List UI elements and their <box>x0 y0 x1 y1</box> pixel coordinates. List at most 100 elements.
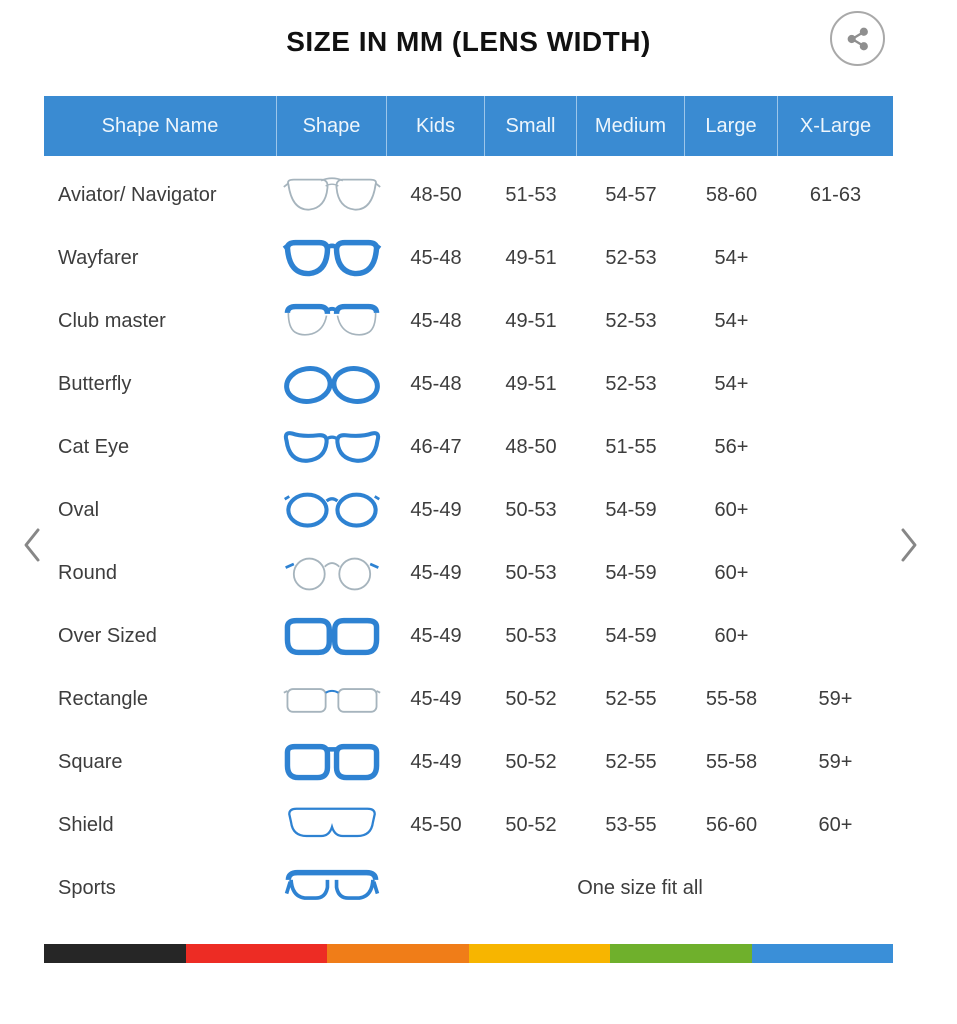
shape-name-cell: Shield <box>58 814 114 836</box>
size-table: Shape Name Shape Kids Small Medium Large X-Lar… <box>44 96 893 920</box>
carousel-next-button[interactable] <box>891 521 927 569</box>
shape-name-cell: Rectangle <box>58 688 149 710</box>
size-cell: 52-55 <box>605 688 657 710</box>
rectangle-glasses-icon <box>277 677 387 723</box>
column-header-shape-name: Shape Name <box>44 96 277 156</box>
column-header-small: Small <box>485 96 577 156</box>
size-cell: 45-48 <box>410 373 462 395</box>
shape-name-cell: Wayfarer <box>58 247 139 269</box>
size-cell: 51-53 <box>505 184 557 206</box>
size-cell: 48-50 <box>410 184 462 206</box>
size-cell: 52-53 <box>605 373 657 395</box>
aviator-glasses-icon <box>277 173 387 219</box>
shape-name-cell: Square <box>58 751 123 773</box>
shape-name-cell: Cat Eye <box>58 436 130 458</box>
table-body: Aviator/ Navigator 48-50 51-53 54-57 58-60 6… <box>44 164 893 920</box>
size-cell: 59+ <box>818 751 853 773</box>
footer-color-segment <box>44 944 186 963</box>
shape-name-cell: Sports <box>58 877 116 899</box>
cateye-glasses-icon <box>277 425 387 471</box>
size-cell: 45-49 <box>410 499 462 521</box>
column-header-shape: Shape <box>277 96 387 156</box>
size-cell: 50-53 <box>505 562 557 584</box>
size-cell: 59+ <box>818 688 853 710</box>
size-cell: 61-63 <box>809 184 862 206</box>
square-glasses-icon <box>277 740 387 786</box>
column-header-x-large: X-Large <box>799 115 872 137</box>
table-row: Wayfarer 45-48 49-51 52-53 54+ <box>44 227 893 290</box>
chevron-right-icon <box>901 528 917 562</box>
clubmaster-glasses-icon <box>277 299 387 345</box>
size-cell: 60+ <box>818 814 853 836</box>
butterfly-glasses-icon <box>277 362 387 408</box>
table-row: Oval 45-49 50-53 54-59 60+ <box>44 479 893 542</box>
size-cell: 52-55 <box>605 751 657 773</box>
size-cell: 52-53 <box>605 310 657 332</box>
footer-color-segment <box>468 944 610 963</box>
size-cell: 50-52 <box>505 688 557 710</box>
one-size-cell: One size fit all <box>577 877 703 899</box>
shield-glasses-icon <box>277 803 387 849</box>
size-cell: 55-58 <box>705 688 758 710</box>
column-header-medium: Medium <box>577 96 685 156</box>
size-cell: 49-51 <box>505 373 557 395</box>
size-cell: 54+ <box>714 247 749 269</box>
footer-color-segment <box>610 944 752 963</box>
table-row: Shield 45-50 50-52 53-55 56-60 60+ <box>44 794 893 857</box>
header-area: SIZE IN MM (LENS WIDTH) <box>44 0 893 96</box>
oval-glasses-icon <box>277 488 387 534</box>
table-header-row: Shape Name Shape Kids Small Medium Large X-Lar… <box>44 96 893 156</box>
sports-glasses-icon <box>277 866 387 912</box>
size-cell: 56-60 <box>705 814 758 836</box>
shape-name-cell: Butterfly <box>58 373 132 395</box>
size-cell: 45-49 <box>410 751 462 773</box>
wayfarer-glasses-icon <box>277 236 387 282</box>
size-cell: 60+ <box>714 625 749 647</box>
size-cell: 45-48 <box>410 310 462 332</box>
footer-color-segment <box>327 944 469 963</box>
oversized-glasses-icon <box>277 614 387 660</box>
carousel-prev-button[interactable] <box>14 521 50 569</box>
shape-name-cell: Aviator/ Navigator <box>58 184 217 206</box>
size-cell: 54-59 <box>605 562 657 584</box>
table-row: Over Sized 45-49 50-53 54-59 60+ <box>44 605 893 668</box>
size-cell: 54-57 <box>605 184 657 206</box>
share-button[interactable] <box>830 11 885 66</box>
table-row: Rectangle 45-49 50-52 52-55 55-58 59+ <box>44 668 893 731</box>
round-glasses-icon <box>277 551 387 597</box>
size-cell: 50-52 <box>505 814 557 836</box>
size-cell: 45-49 <box>410 562 462 584</box>
size-cell: 45-50 <box>410 814 462 836</box>
table-row: Sports One size fit all <box>44 857 893 920</box>
column-header-large: Large <box>685 96 778 156</box>
size-cell: 54-59 <box>605 499 657 521</box>
shape-name-cell: Over Sized <box>58 625 157 647</box>
size-cell: 48-50 <box>505 436 557 458</box>
size-cell: 50-53 <box>505 499 557 521</box>
size-cell: 58-60 <box>705 184 758 206</box>
table-row: Butterfly 45-48 49-51 52-53 54+ <box>44 353 893 416</box>
size-cell: 52-53 <box>605 247 657 269</box>
size-cell: 60+ <box>714 499 749 521</box>
size-cell: 49-51 <box>505 310 557 332</box>
size-cell: 51-55 <box>605 436 657 458</box>
size-cell: 45-49 <box>410 625 462 647</box>
footer-color-segment <box>751 944 893 963</box>
size-cell: 60+ <box>714 562 749 584</box>
size-cell: 50-52 <box>505 751 557 773</box>
size-cell: 54+ <box>714 310 749 332</box>
table-row: Round 45-49 50-53 54-59 60+ <box>44 542 893 605</box>
footer-color-segment <box>185 944 327 963</box>
table-row: Aviator/ Navigator 48-50 51-53 54-57 58-60 6… <box>44 164 893 227</box>
size-cell: 46-47 <box>410 436 462 458</box>
size-cell: 54+ <box>714 373 749 395</box>
size-cell: 45-48 <box>410 247 462 269</box>
size-cell: 56+ <box>714 436 749 458</box>
size-cell: 45-49 <box>410 688 462 710</box>
size-cell: 50-53 <box>505 625 557 647</box>
size-cell: 53-55 <box>605 814 657 836</box>
table-row: Square 45-49 50-52 52-55 55-58 59+ <box>44 731 893 794</box>
shape-name-cell: Club master <box>58 310 166 332</box>
footer-color-bar <box>44 944 893 963</box>
table-row: Cat Eye 46-47 48-50 51-55 56+ <box>44 416 893 479</box>
